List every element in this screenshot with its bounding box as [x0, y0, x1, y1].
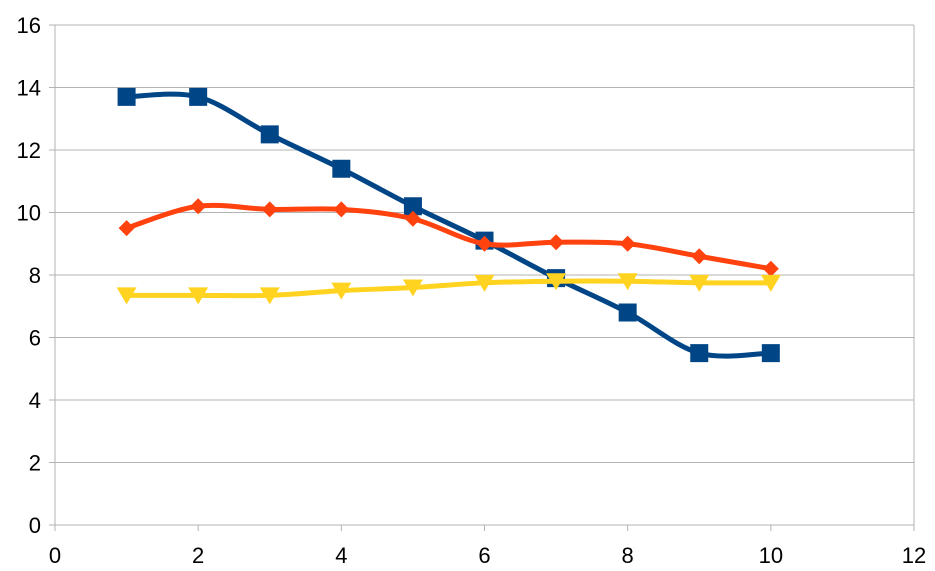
series-1 [117, 87, 780, 363]
x-axis-tick-labels: 0 2 4 6 8 10 12 [49, 543, 926, 568]
y-tick-label: 16 [17, 13, 41, 38]
data-point-square [690, 344, 709, 363]
data-point-square [117, 87, 136, 106]
data-point-diamond [404, 210, 421, 227]
data-point-square [761, 344, 780, 363]
series-3-line [124, 278, 774, 299]
data-point-diamond [762, 260, 779, 277]
data-point-square [403, 197, 422, 216]
data-point-diamond [476, 235, 493, 252]
data-point-diamond [118, 220, 135, 237]
data-point-triangle [760, 274, 781, 292]
x-tick-label: 4 [335, 543, 347, 568]
data-point-diamond [190, 198, 207, 215]
data-point-diamond [619, 235, 636, 252]
x-tick-label: 6 [478, 543, 490, 568]
data-point-square [260, 125, 279, 144]
data-point-triangle [402, 279, 423, 297]
series-2-line [124, 202, 774, 272]
y-axis-tick-labels: 0 2 4 6 8 10 12 14 16 [17, 13, 41, 538]
y-tick-label: 4 [29, 388, 41, 413]
y-tick-label: 2 [29, 451, 41, 476]
y-tick-label: 8 [29, 263, 41, 288]
data-point-diamond [691, 248, 708, 265]
axes [49, 24, 915, 531]
data-point-square [332, 159, 351, 178]
y-tick-label: 12 [17, 138, 41, 163]
data-point-triangle [259, 287, 280, 305]
series-3 [116, 273, 781, 305]
series-2 [118, 198, 779, 277]
data-point-triangle [331, 282, 352, 300]
data-point-triangle [474, 274, 495, 292]
x-tick-label: 2 [192, 543, 204, 568]
y-tick-label: 10 [17, 201, 41, 226]
data-point-triangle [188, 287, 209, 305]
data-point-diamond [333, 201, 350, 218]
x-tick-label: 10 [759, 543, 783, 568]
series-1-line [124, 91, 774, 359]
x-tick-label: 0 [49, 543, 61, 568]
y-tick-label: 14 [17, 76, 41, 101]
data-point-diamond [261, 201, 278, 218]
x-tick-label: 8 [622, 543, 634, 568]
data-point-diamond [548, 234, 565, 251]
x-tick-label: 12 [902, 543, 926, 568]
data-point-square [189, 87, 208, 106]
y-tick-label: 6 [29, 326, 41, 351]
y-tick-label: 0 [29, 513, 41, 538]
data-point-triangle [116, 287, 137, 305]
data-point-triangle [689, 274, 710, 292]
data-point-square [618, 303, 637, 322]
series-lines [116, 87, 781, 363]
data-point-triangle [546, 273, 567, 291]
data-point-triangle [617, 273, 638, 291]
